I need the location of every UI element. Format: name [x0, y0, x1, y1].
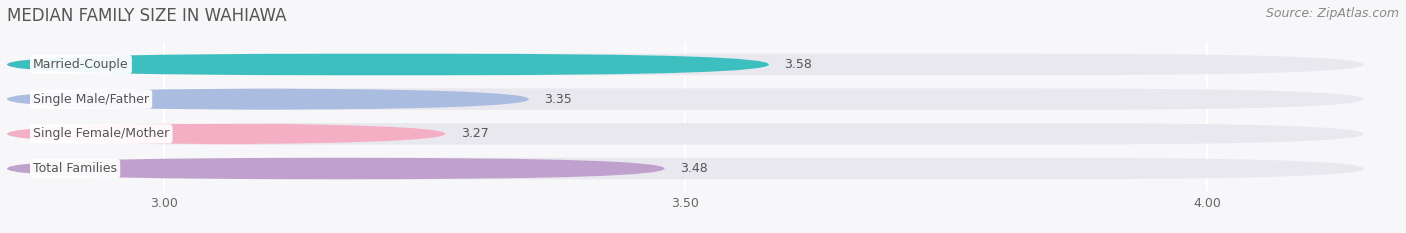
Text: Married-Couple: Married-Couple	[34, 58, 129, 71]
Text: 3.58: 3.58	[785, 58, 813, 71]
FancyBboxPatch shape	[7, 88, 1364, 110]
FancyBboxPatch shape	[7, 158, 665, 179]
Text: Single Female/Mother: Single Female/Mother	[34, 127, 169, 140]
Text: Single Male/Father: Single Male/Father	[34, 93, 149, 106]
FancyBboxPatch shape	[7, 54, 769, 75]
Text: 3.27: 3.27	[461, 127, 489, 140]
Text: Source: ZipAtlas.com: Source: ZipAtlas.com	[1265, 7, 1399, 20]
FancyBboxPatch shape	[7, 54, 1364, 75]
Text: 3.35: 3.35	[544, 93, 572, 106]
Text: Total Families: Total Families	[34, 162, 117, 175]
FancyBboxPatch shape	[7, 158, 1364, 179]
FancyBboxPatch shape	[7, 88, 529, 110]
FancyBboxPatch shape	[7, 123, 1364, 145]
Text: MEDIAN FAMILY SIZE IN WAHIAWA: MEDIAN FAMILY SIZE IN WAHIAWA	[7, 7, 287, 25]
Text: 3.48: 3.48	[681, 162, 709, 175]
FancyBboxPatch shape	[7, 123, 446, 145]
